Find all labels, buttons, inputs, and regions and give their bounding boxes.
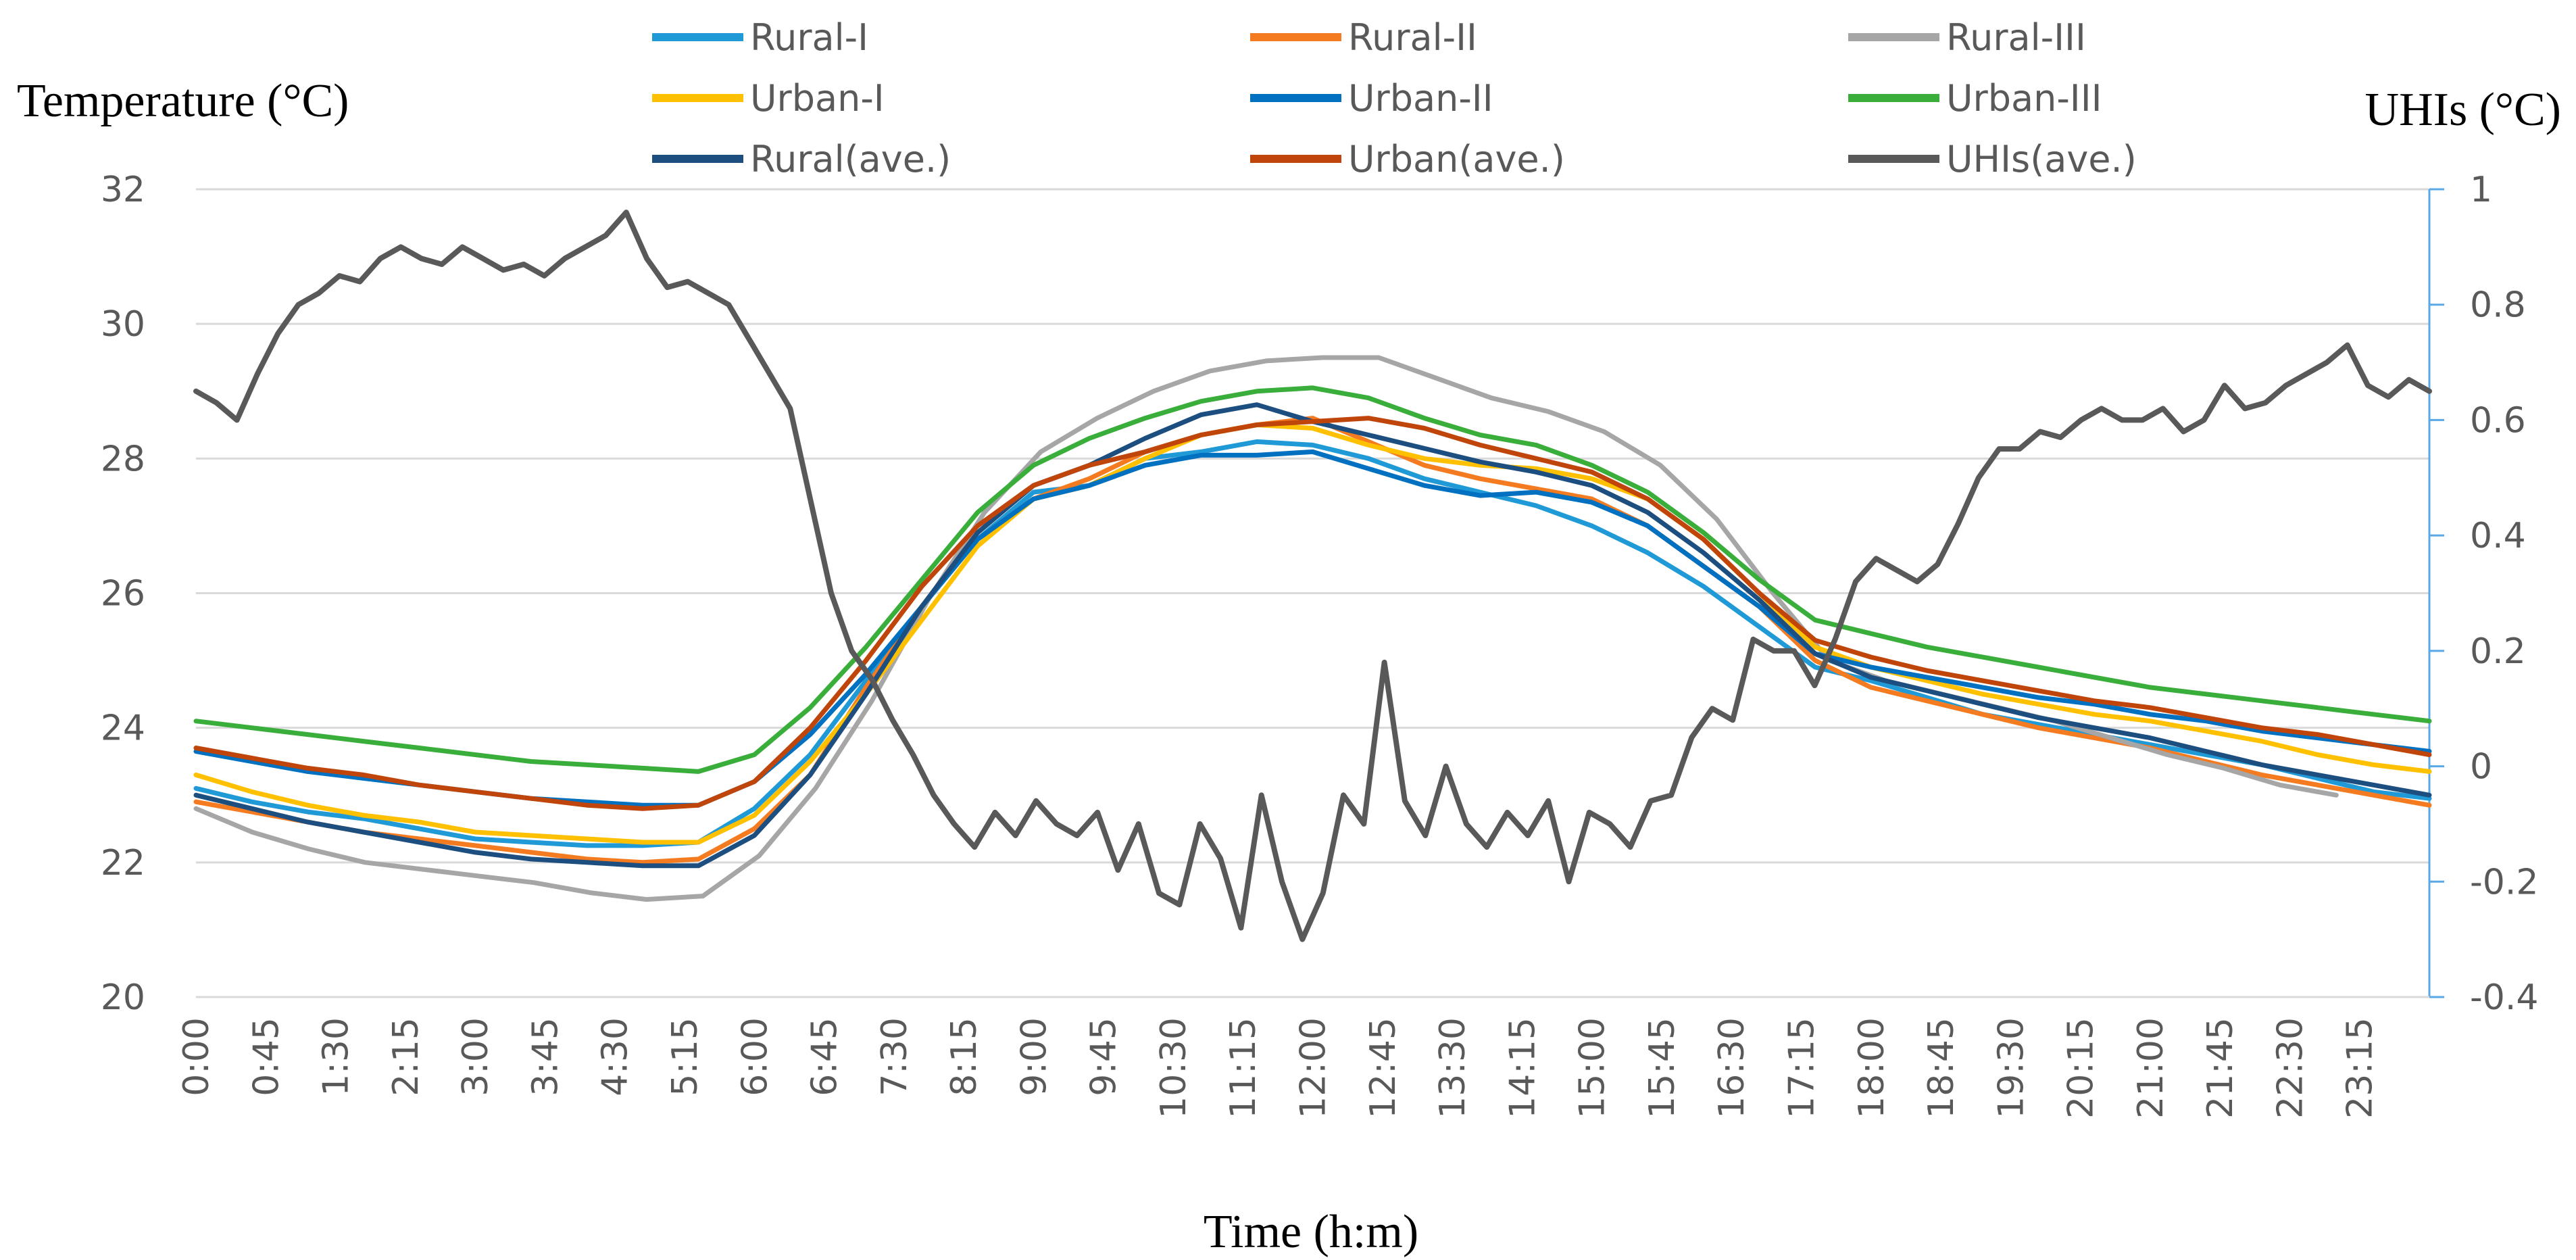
x-tick-label: 9:00 [1014, 1017, 1054, 1096]
axes [196, 189, 2431, 998]
legend: Rural-I Rural-II Rural-III Urban-I Urban-II U… [652, 16, 2137, 180]
x-tick-label: 15:00 [1572, 1017, 1613, 1119]
legend-label: UHIs(ave.) [1946, 138, 2137, 180]
x-axis-ticks: 0:00 0:45 1:30 2:15 3:00 3:45 4:30 5:15 6:00 6:45… [176, 1017, 2381, 1119]
x-tick-label: 21:00 [2131, 1017, 2171, 1119]
x-tick-label: 0:45 [246, 1017, 287, 1096]
x-tick-label: 4:30 [595, 1017, 636, 1096]
y2-tick-label: 0 [2470, 747, 2492, 788]
y-tick-label: 20 [101, 977, 145, 1018]
x-tick-label: 2:15 [386, 1017, 426, 1096]
y-tick-label: 32 [101, 170, 145, 210]
x-tick-label: 3:45 [525, 1017, 566, 1096]
x-tick-label: 16:30 [1712, 1017, 1752, 1119]
legend-label: Urban-I [750, 77, 885, 120]
y2-axis-ticks: -0.4 -0.2 0 0.2 0.4 0.6 0.8 1 [2429, 170, 2538, 1018]
x-tick-label: 21:45 [2200, 1017, 2241, 1119]
y2-tick-label: 0.4 [2470, 516, 2526, 556]
y2-tick-label: 0.6 [2470, 400, 2526, 441]
y-tick-label: 28 [101, 439, 145, 479]
x-tick-label: 6:45 [805, 1017, 845, 1096]
x-tick-label: 15:45 [1642, 1017, 1683, 1119]
y2-tick-label: 0.2 [2470, 631, 2526, 672]
x-tick-label: 17:15 [1781, 1017, 1822, 1119]
y-axis-ticks: 20 22 24 26 28 30 32 [101, 170, 145, 1018]
series-lines [193, 210, 2432, 942]
legend-label: Urban-II [1348, 77, 1493, 120]
x-tick-label: 13:30 [1433, 1017, 1473, 1119]
x-tick-label: 7:30 [874, 1017, 915, 1096]
legend-label: Urban-III [1946, 77, 2102, 120]
x-tick-label: 12:45 [1363, 1017, 1404, 1119]
x-tick-label: 23:15 [2340, 1017, 2381, 1119]
gridlines [196, 188, 2429, 998]
y2-tick-label: 1 [2470, 170, 2492, 210]
y-tick-label: 22 [101, 843, 145, 883]
series-line-rural-ii [193, 416, 2432, 865]
x-tick-label: 12:00 [1293, 1017, 1334, 1119]
y2-tick-label: -0.2 [2470, 862, 2538, 902]
x-tick-label: 6:00 [735, 1017, 775, 1096]
legend-label: Rural-II [1348, 16, 1477, 59]
x-tick-label: 3:00 [455, 1017, 496, 1096]
x-tick-label: 14:15 [1502, 1017, 1543, 1119]
y-tick-label: 24 [101, 708, 145, 749]
legend-label: Urban(ave.) [1348, 138, 1565, 180]
y-tick-label: 30 [101, 304, 145, 345]
x-axis-title: Time (h:m) [1204, 1206, 1418, 1258]
x-tick-label: 18:00 [1852, 1017, 1892, 1119]
series-line-urban-i [193, 422, 2432, 845]
series-line-urban-ave [193, 416, 2432, 811]
x-tick-label: 20:15 [2061, 1017, 2102, 1119]
y-axis-title: Temperature (°C) [17, 75, 349, 127]
x-tick-label: 9:45 [1084, 1017, 1124, 1096]
legend-label: Rural-III [1946, 16, 2086, 59]
y-tick-label: 26 [101, 574, 145, 614]
series-line-urban-ii [193, 449, 2432, 808]
x-tick-label: 8:15 [944, 1017, 985, 1096]
x-tick-label: 18:45 [1921, 1017, 1962, 1119]
series-line-urban-iii [193, 385, 2432, 774]
y2-tick-label: 0.8 [2470, 285, 2526, 326]
x-tick-label: 11:15 [1223, 1017, 1264, 1119]
x-tick-label: 5:15 [665, 1017, 705, 1096]
x-tick-label: 0:00 [176, 1017, 217, 1096]
series-line-rural-i [193, 439, 2432, 848]
y2-axis-title: UHIs (°C) [2365, 84, 2561, 136]
x-tick-label: 1:30 [316, 1017, 357, 1096]
series-line-uhis-ave [193, 210, 2432, 942]
x-tick-label: 19:30 [1991, 1017, 2031, 1119]
x-tick-label: 22:30 [2270, 1017, 2310, 1119]
x-tick-label: 10:30 [1154, 1017, 1194, 1119]
y2-tick-label: -0.4 [2470, 977, 2538, 1018]
legend-label: Rural-I [750, 16, 868, 59]
legend-label: Rural(ave.) [750, 138, 951, 180]
